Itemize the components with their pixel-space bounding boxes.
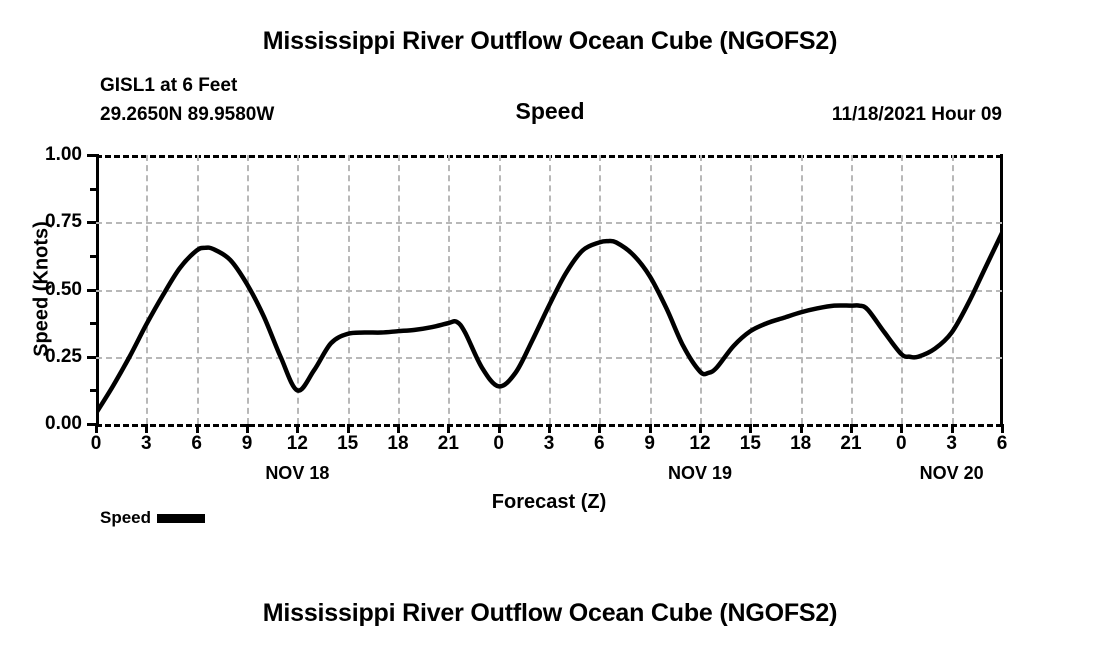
gridline-vertical	[549, 155, 551, 424]
y-tick	[87, 288, 96, 292]
y-tick-label: 0.00	[45, 413, 82, 434]
x-tick	[447, 424, 451, 433]
x-tick-label: 6	[996, 433, 1008, 454]
x-tick-label: 3	[946, 433, 957, 454]
x-tick	[950, 424, 954, 433]
x-tick	[900, 424, 904, 433]
x-tick-label: 18	[790, 433, 812, 454]
y-tick-label: 0.25	[45, 345, 82, 367]
gridline-vertical	[599, 155, 602, 424]
x-tick	[850, 424, 853, 433]
day-label: NOV 18	[265, 463, 330, 483]
gridline-vertical	[297, 155, 300, 424]
x-tick-label: 18	[387, 433, 409, 454]
gridline-vertical	[498, 155, 501, 424]
model-run-time: 11/18/2021 Hour 09	[831, 104, 1002, 125]
x-tick	[195, 424, 199, 433]
legend: Speed	[100, 508, 206, 528]
x-tick-label: 12	[689, 433, 711, 454]
y-tick-minor	[90, 254, 96, 258]
x-tick	[749, 424, 753, 433]
gridline-vertical	[951, 155, 954, 424]
x-tick-label: 0	[90, 433, 102, 454]
coordinates-label: 29.2650N 89.9580W	[100, 104, 275, 125]
y-tick	[87, 154, 96, 157]
gridline-vertical	[398, 155, 400, 424]
plot-area: 0.00 0.25 0.50 0.75 1.00 0 3 6 9 12 15 18 21 0 3 6 9 12 1…	[31, 144, 1008, 513]
station-label: GISL1 at 6 Feet	[100, 75, 238, 96]
page-title-top: Mississippi River Outflow Ocean Cube (NG…	[262, 27, 838, 55]
x-tick-label: 3	[141, 433, 152, 454]
x-axis-title: Forecast (Z)	[491, 491, 607, 513]
x-tick-label: 6	[191, 433, 202, 454]
x-tick-label: 12	[286, 433, 308, 454]
gridline-vertical	[347, 155, 350, 424]
x-tick-label: 0	[493, 433, 504, 454]
x-tick	[598, 424, 602, 433]
x-tick	[397, 424, 400, 433]
series-path-speed	[96, 230, 1002, 416]
gridline-vertical	[448, 155, 451, 424]
gridline-vertical	[700, 155, 702, 424]
y-tick	[87, 221, 96, 225]
x-tick	[1001, 424, 1004, 433]
gridline-vertical	[901, 155, 904, 424]
page-title-bottom: Mississippi River Outflow Ocean Cube (NG…	[262, 599, 838, 627]
legend-swatch-speed	[157, 513, 206, 523]
chart-subtitle: Speed	[515, 98, 585, 124]
y-tick	[87, 423, 96, 426]
y-tick-minor	[90, 187, 96, 191]
y-tick-label: 0.75	[45, 211, 82, 233]
x-tick-label: 21	[437, 433, 459, 454]
x-tick-label: 21	[840, 433, 862, 454]
gridline-vertical	[649, 155, 652, 424]
gridline-vertical	[800, 155, 803, 424]
x-tick	[699, 424, 702, 433]
x-tick-label: 15	[337, 433, 359, 454]
x-tick-label: 9	[644, 433, 655, 454]
x-tick	[296, 424, 300, 433]
x-tick-label: 6	[594, 433, 605, 454]
x-tick-label: 15	[739, 433, 761, 454]
y-tick-label: 0.50	[45, 278, 82, 300]
legend-label-speed: Speed	[100, 508, 152, 527]
y-tick-label: 1.00	[45, 144, 82, 165]
gridline-vertical	[750, 155, 753, 424]
y-axis-title: Speed (Knots)	[30, 221, 53, 357]
x-tick	[246, 424, 249, 433]
x-tick	[799, 424, 803, 433]
x-tick	[548, 424, 551, 433]
x-tick	[145, 424, 149, 433]
x-tick	[648, 424, 652, 433]
x-tick-label: 0	[896, 433, 907, 454]
x-tick	[346, 424, 350, 433]
x-tick	[497, 424, 501, 433]
speed-series-line	[96, 230, 1002, 416]
y-tick	[87, 355, 96, 359]
gridline-vertical	[851, 155, 853, 424]
day-label: NOV 19	[667, 463, 733, 483]
x-tick-label: 9	[241, 433, 253, 454]
y-tick-minor	[90, 389, 96, 393]
y-tick-minor	[90, 322, 96, 326]
x-tick-label: 3	[543, 433, 555, 454]
x-tick	[95, 424, 98, 433]
day-label: NOV 20	[919, 463, 984, 483]
gridline-vertical	[146, 155, 149, 424]
gridline-vertical	[196, 155, 199, 424]
